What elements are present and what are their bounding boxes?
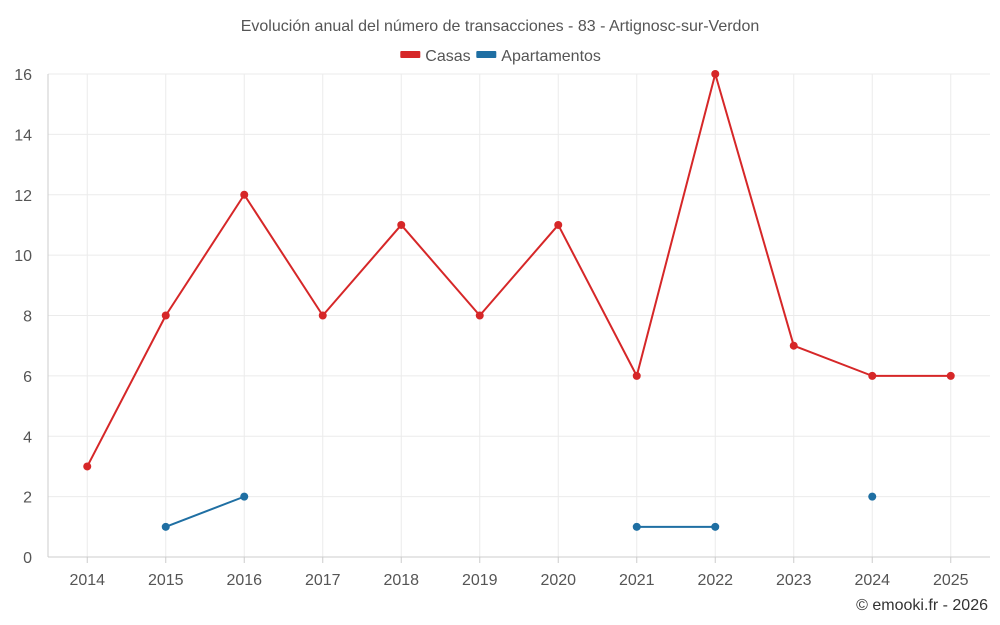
y-tick-label: 2 [23, 490, 32, 507]
y-tick-label: 6 [23, 369, 32, 386]
legend-item-apartamentos[interactable]: Apartamentos [476, 48, 601, 65]
data-point-casas[interactable] [946, 371, 955, 380]
data-point-casas[interactable] [83, 462, 92, 471]
credit-text: © emooki.fr - 2026 [856, 597, 988, 614]
data-point-casas[interactable] [318, 311, 327, 320]
data-point-casas[interactable] [711, 70, 720, 78]
x-axis-ticks: 2014 2015 2016 2017 2018 2019 2020 2021 2022 2023… [69, 572, 968, 589]
x-tick-label: 2017 [305, 572, 341, 589]
y-tick-label: 4 [23, 429, 32, 446]
grid [48, 73, 990, 557]
data-point-casas[interactable] [397, 220, 406, 229]
data-point-casas[interactable] [554, 220, 563, 229]
x-tick-label: 2021 [619, 572, 655, 589]
x-tick-label: 2018 [383, 572, 419, 589]
data-point-casas[interactable] [789, 341, 798, 350]
series-group [83, 70, 955, 531]
y-tick-label: 10 [14, 248, 32, 265]
legend-item-casas[interactable]: Casas [400, 48, 471, 65]
legend-swatch [400, 51, 421, 58]
data-point-apartamentos[interactable] [240, 492, 249, 501]
data-point-casas[interactable] [240, 190, 249, 199]
x-tick-label: 2015 [148, 572, 184, 589]
data-point-apartamentos[interactable] [632, 522, 641, 531]
y-tick-label: 14 [14, 127, 32, 144]
data-point-casas[interactable] [868, 371, 877, 380]
y-tick-label: 12 [14, 188, 32, 205]
x-tick-label: 2016 [226, 572, 262, 589]
x-tick-label: 2019 [462, 572, 498, 589]
series-line-apartamentos [165, 495, 245, 528]
chart-title: Evolución anual del número de transaccio… [241, 18, 760, 35]
data-point-apartamentos[interactable] [868, 492, 877, 501]
series-line-casas [86, 73, 951, 467]
legend-swatch [476, 51, 497, 58]
x-tick-label: 2023 [776, 572, 812, 589]
x-tick-label: 2025 [933, 572, 969, 589]
legend-label: Casas [425, 48, 470, 65]
x-tick-label: 2022 [697, 572, 733, 589]
data-point-apartamentos[interactable] [711, 522, 720, 531]
data-point-casas[interactable] [632, 371, 641, 380]
legend: Casas Apartamentos [400, 48, 601, 65]
x-tick-label: 2014 [69, 572, 105, 589]
legend-label: Apartamentos [501, 48, 601, 65]
data-point-casas[interactable] [161, 311, 170, 320]
x-tick-label: 2024 [854, 572, 890, 589]
data-point-apartamentos[interactable] [161, 522, 170, 531]
x-tick-label: 2020 [540, 572, 576, 589]
y-tick-label: 8 [23, 309, 32, 326]
data-point-casas[interactable] [475, 311, 484, 320]
y-tick-label: 16 [14, 67, 32, 84]
axes [47, 74, 990, 563]
y-axis-ticks: 0 2 4 6 8 10 12 14 16 [14, 67, 32, 567]
y-tick-label: 0 [23, 550, 32, 567]
